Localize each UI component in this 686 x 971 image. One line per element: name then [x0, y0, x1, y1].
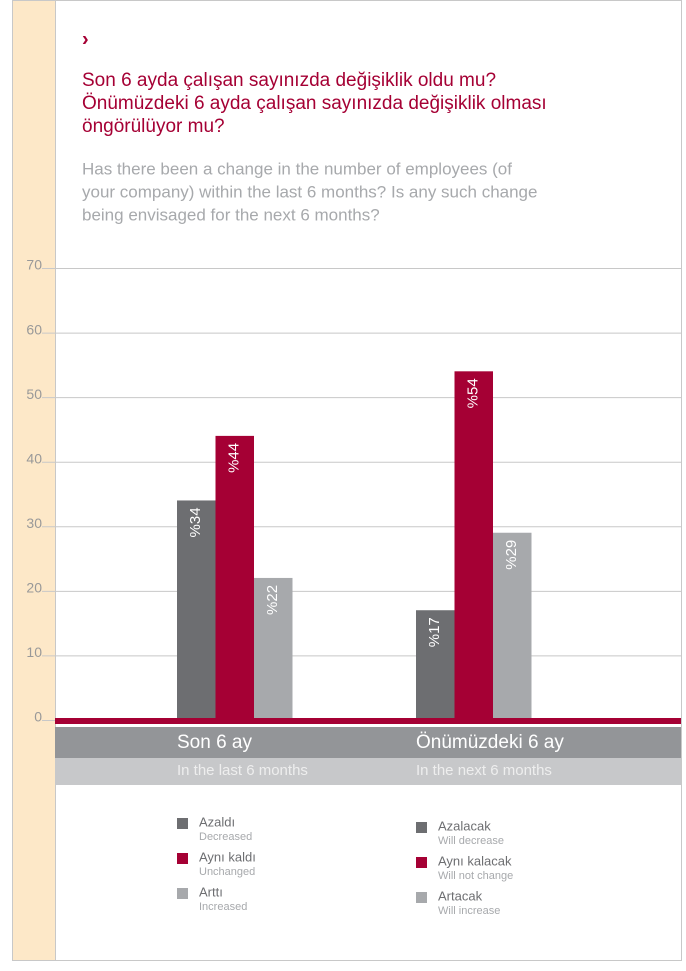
legend-note: Decreased — [199, 831, 252, 843]
legend-note: Will increase — [438, 905, 500, 917]
legend-label: Azalacak — [438, 818, 491, 833]
category-label: Önümüzdeki 6 ay — [416, 732, 564, 753]
y-tick-label: 60 — [26, 321, 42, 337]
title-line: Önümüzdeki 6 ayda çalışan sayınızda deği… — [82, 93, 547, 114]
value-label: %34 — [187, 507, 204, 537]
category-note: In the last 6 months — [177, 762, 308, 779]
title-line: Son 6 ayda çalışan sayınızda değişiklik … — [82, 70, 496, 91]
category-band — [55, 727, 681, 758]
category-label: Son 6 ay — [177, 732, 252, 753]
bar — [454, 371, 493, 720]
subtitle-line: being envisaged for the next 6 months? — [82, 205, 380, 224]
value-label: %54 — [465, 378, 482, 408]
legend-swatch — [416, 822, 427, 833]
legend-swatch — [416, 892, 427, 903]
legend-note: Will decrease — [438, 835, 504, 847]
legend-note: Increased — [199, 901, 247, 913]
baseline — [55, 718, 681, 724]
title-line: öngörülüyor mu? — [82, 116, 225, 137]
bar — [215, 435, 254, 720]
legend-label: Artacak — [438, 888, 483, 903]
category-note: In the next 6 months — [416, 762, 552, 779]
legend-label: Aynı kalacak — [438, 853, 512, 868]
legend-swatch — [416, 857, 427, 868]
bar — [254, 577, 293, 720]
bar — [416, 610, 455, 720]
value-label: %44 — [226, 443, 243, 473]
legend-note: Unchanged — [199, 866, 255, 878]
legend-label: Arttı — [199, 884, 223, 899]
value-label: %22 — [264, 585, 281, 615]
y-tick-label: 70 — [26, 257, 42, 273]
y-tick-label: 40 — [26, 450, 42, 466]
subtitle-line: Has there been a change in the number of… — [82, 159, 512, 178]
y-tick-label: 10 — [26, 644, 42, 660]
legend-swatch — [177, 818, 188, 829]
y-tick-label: 30 — [26, 515, 42, 531]
side-strip — [13, 1, 55, 960]
legend-label: Aynı kaldı — [199, 849, 256, 864]
category-note-band — [55, 758, 681, 785]
value-label: %17 — [426, 617, 443, 647]
legend-swatch — [177, 888, 188, 899]
y-tick-label: 50 — [26, 386, 42, 402]
y-tick-label: 20 — [26, 580, 42, 596]
frame — [12, 0, 682, 961]
legend-label: Azaldı — [199, 814, 235, 829]
y-tick-label: 0 — [34, 709, 42, 725]
subtitle-line: your company) within the last 6 months? … — [82, 182, 537, 201]
value-label: %29 — [503, 540, 520, 570]
legend-note: Will not change — [438, 870, 513, 882]
legend-swatch — [177, 853, 188, 864]
marker: › — [82, 28, 89, 50]
bar — [493, 532, 532, 720]
bar — [177, 500, 216, 720]
